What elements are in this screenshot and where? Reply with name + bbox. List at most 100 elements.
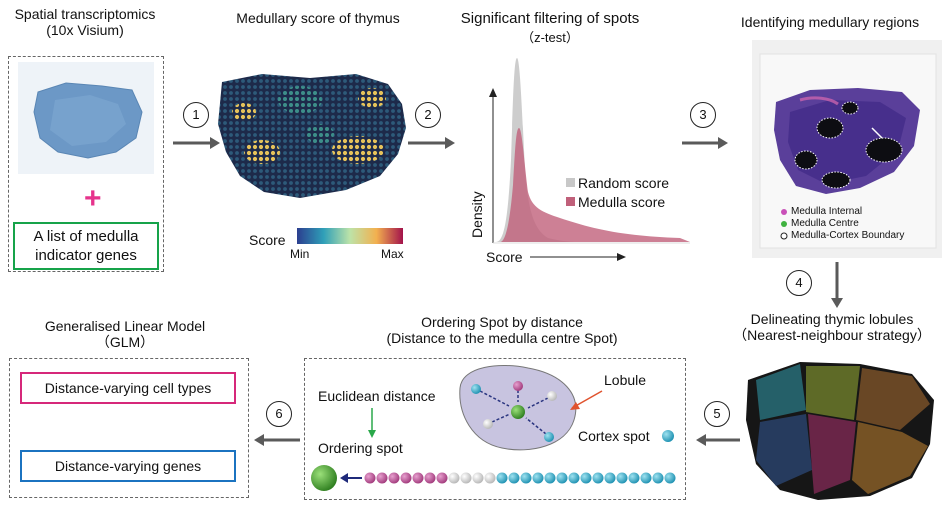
medulla-boundary-dot bbox=[780, 232, 788, 240]
ordered-spot bbox=[628, 472, 640, 484]
medulla-region-1 bbox=[816, 117, 844, 139]
ordered-spot bbox=[496, 472, 508, 484]
lobule-spot-white-1 bbox=[547, 391, 557, 401]
medulla-legend-label: Medulla score bbox=[578, 194, 666, 210]
distance-arrow-3 bbox=[527, 397, 549, 409]
ordered-spot bbox=[640, 472, 652, 484]
ordered-spot bbox=[424, 472, 436, 484]
medulla-score-distribution bbox=[500, 128, 690, 242]
ordered-spot bbox=[508, 472, 520, 484]
ordered-spot bbox=[652, 472, 664, 484]
ordered-spot bbox=[664, 472, 676, 484]
ordering-spot-label: Ordering spot bbox=[318, 440, 403, 456]
score-region-high-3 bbox=[358, 88, 386, 108]
genes-label: Distance-varying genes bbox=[54, 458, 202, 474]
step-1-badge: 1 bbox=[183, 102, 209, 128]
ordered-spot bbox=[592, 472, 604, 484]
glm-dashed-box bbox=[9, 358, 249, 498]
medulla-region-3 bbox=[794, 150, 818, 170]
medullary-score-title: Medullary score of thymus bbox=[236, 10, 400, 26]
medulla-region-4 bbox=[841, 101, 859, 115]
filtering-title: Significant filtering of spots bbox=[460, 10, 640, 27]
he-tissue-inner bbox=[788, 100, 906, 184]
ordered-spot bbox=[472, 472, 484, 484]
ordering-arrowhead bbox=[340, 473, 348, 483]
score-region-mid-2 bbox=[306, 124, 334, 144]
medulla-internal-label: Medulla Internal bbox=[791, 206, 863, 217]
flow-arrowhead-5 bbox=[696, 434, 706, 446]
ordered-spot bbox=[400, 472, 412, 484]
step-3-badge: 3 bbox=[690, 102, 716, 128]
plus-icon: + bbox=[84, 182, 102, 215]
glm-title: Generalised Linear Model （GLM） bbox=[10, 318, 240, 350]
ordered-spot bbox=[484, 472, 496, 484]
euclidean-pointer-head bbox=[368, 430, 376, 438]
ordered-spot bbox=[448, 472, 460, 484]
cell-types-label: Distance-varying cell types bbox=[44, 380, 212, 396]
ordering-dashed-box bbox=[304, 358, 686, 500]
medulla-centre-label: Medulla Centre bbox=[791, 218, 859, 229]
ordered-spot bbox=[388, 472, 400, 484]
lobule-dot-overlay bbox=[746, 362, 934, 500]
flow-arrowhead-3 bbox=[718, 137, 728, 149]
score-legend-min: Min bbox=[290, 247, 310, 261]
ordered-spot bbox=[556, 472, 568, 484]
y-axis-arrowhead bbox=[489, 88, 497, 97]
ordered-spot bbox=[436, 472, 448, 484]
ordered-spot bbox=[532, 472, 544, 484]
step-4-badge: 4 bbox=[786, 270, 812, 296]
title-line-1: Spatial transcriptomics bbox=[14, 6, 156, 22]
flow-arrowhead-1 bbox=[210, 137, 220, 149]
indicator-genes-box: A list of medulla indicator genes bbox=[13, 222, 159, 270]
medulla-boundary-label: Medulla-Cortex Boundary bbox=[791, 230, 905, 241]
score-legend-label: Score bbox=[249, 232, 286, 248]
step-2-badge: 2 bbox=[415, 102, 441, 128]
title-line-2: (10x Visium) bbox=[46, 22, 124, 39]
glm-line-1: Generalised Linear Model bbox=[44, 318, 206, 334]
score-colorbar bbox=[297, 228, 403, 244]
lobule-spot-teal-1 bbox=[471, 384, 481, 394]
medulla-internal-dot bbox=[781, 209, 787, 215]
medulla-region-5 bbox=[821, 171, 851, 189]
ordering-line-2: (Distance to the medulla centre Spot) bbox=[386, 330, 618, 347]
lobule-spot-pink bbox=[513, 381, 523, 391]
white-pointer-arrow bbox=[871, 127, 883, 139]
ordered-spot bbox=[460, 472, 472, 484]
flow-arrowhead-6 bbox=[254, 434, 264, 446]
euclidean-label: Euclidean distance bbox=[318, 388, 436, 404]
lobule-spot-teal-2 bbox=[544, 432, 554, 442]
lobule-centre-spot bbox=[511, 405, 525, 419]
glm-line-2: （GLM） bbox=[95, 334, 155, 351]
cell-types-box: Distance-varying cell types bbox=[20, 372, 236, 404]
random-legend-label: Random score bbox=[578, 175, 670, 191]
score-region-high-2 bbox=[244, 140, 280, 164]
random-legend-swatch bbox=[566, 178, 575, 187]
spatial-transcriptomics-title: Spatial transcriptomics (10x Visium) bbox=[5, 6, 165, 38]
lobule-spot-white-2 bbox=[483, 419, 493, 429]
tissue-highlight bbox=[50, 95, 126, 146]
input-dashed-box bbox=[8, 56, 164, 272]
ordered-spot bbox=[364, 472, 376, 484]
ordering-line-1: Ordering Spot by distance bbox=[421, 314, 583, 330]
density-xlabel: Score bbox=[486, 249, 523, 265]
ordered-spot bbox=[412, 472, 424, 484]
score-region-high bbox=[332, 136, 384, 164]
ordered-spot bbox=[568, 472, 580, 484]
delineating-lobules-title: Delineating thymic lobules （Nearest-neig… bbox=[722, 311, 942, 343]
distance-arrow-4 bbox=[491, 413, 511, 423]
step-5-badge: 5 bbox=[704, 401, 730, 427]
score-legend-max: Max bbox=[381, 247, 404, 261]
ordering-spot-row bbox=[364, 472, 676, 484]
lobules-line-2: （Nearest-neighbour strategy） bbox=[733, 327, 931, 344]
medulla-legend-swatch bbox=[566, 197, 575, 206]
genes-line-2: indicator genes bbox=[35, 247, 137, 264]
lobule-pointer-head bbox=[570, 402, 580, 410]
identifying-regions-title: Identifying medullary regions bbox=[740, 14, 920, 30]
ordered-spot bbox=[544, 472, 556, 484]
flow-arrowhead-2 bbox=[445, 137, 455, 149]
medulla-centre-dot bbox=[781, 221, 787, 227]
